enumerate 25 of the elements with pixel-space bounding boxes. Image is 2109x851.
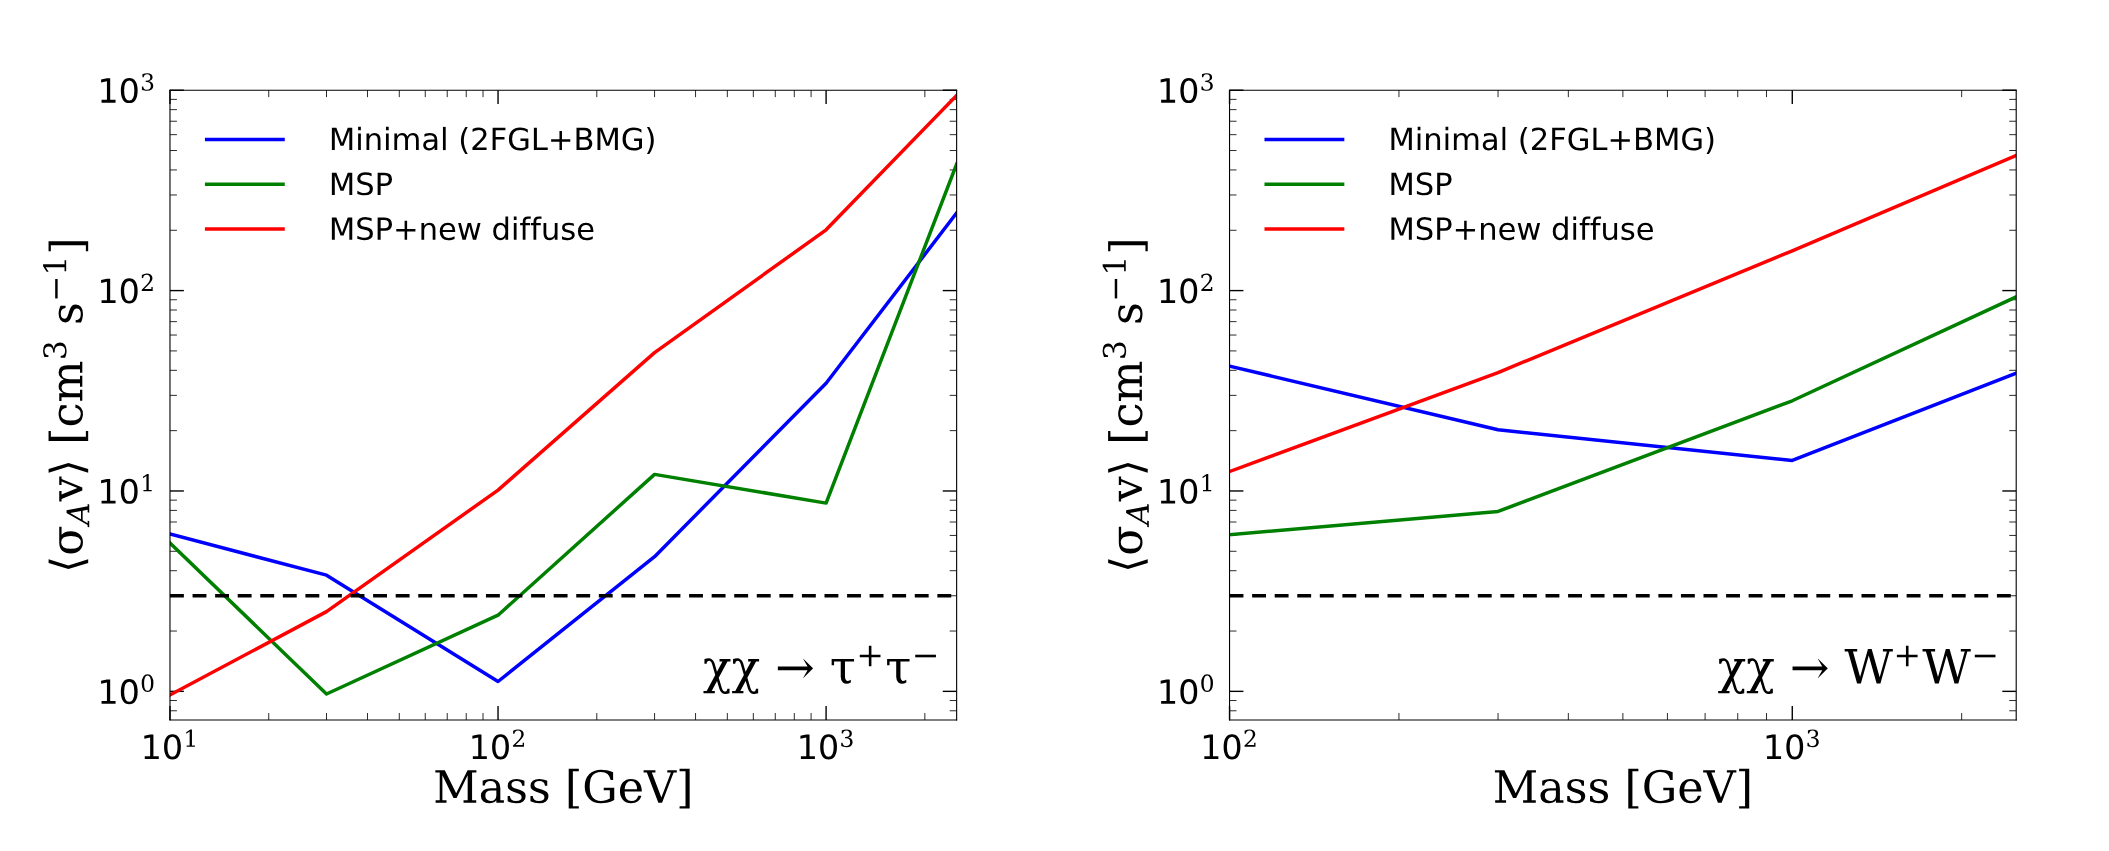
legend-label: Minimal (2FGL+BMG) [1391, 126, 1714, 155]
x-tick-label: 10$^{1}$ [144, 729, 195, 760]
y-tick-label: 10$^{0}$ [1160, 674, 1214, 705]
legend-label: Minimal (2FGL+BMG) [331, 126, 654, 155]
x-axis-title: Mass [GeV] [435, 768, 690, 809]
legend-label: MSP+new diffuse [1391, 216, 1653, 241]
y-tick-label: 10$^{1}$ [1160, 473, 1212, 504]
y-tick-label: 10$^{0}$ [101, 674, 154, 705]
x-tick-label: 10$^{3}$ [1766, 729, 1819, 760]
y-tick-label: 10$^{1}$ [101, 473, 152, 504]
y-axis-title: ⟨σ$_{A}$v⟩ [cm$^{3}$ s$^{−1}$] [1102, 241, 1149, 570]
y-axis-title: ⟨σ$_{A}$v⟩ [cm$^{3}$ s$^{−1}$] [43, 241, 90, 570]
annotation: χχ → τ$^{+}$τ$^{−}$ [703, 645, 936, 695]
y-tick-label: 10$^{2}$ [1160, 273, 1213, 304]
x-tick-label: 10$^{2}$ [1203, 729, 1256, 760]
x-tick-label: 10$^{2}$ [472, 729, 524, 760]
x-axis-title: Mass [GeV] [1494, 768, 1750, 809]
annotation: χχ → W$^{+}$W$^{−}$ [1718, 645, 1996, 695]
legend-label: MSP [331, 172, 393, 196]
y-tick-label: 10$^{3}$ [1160, 73, 1213, 104]
y-tick-label: 10$^{2}$ [101, 273, 153, 304]
y-tick-label: 10$^{3}$ [101, 73, 154, 104]
legend-label: MSP+new diffuse [331, 216, 594, 241]
legend-label: MSP [1391, 172, 1452, 196]
x-tick-label: 10$^{3}$ [800, 729, 853, 760]
